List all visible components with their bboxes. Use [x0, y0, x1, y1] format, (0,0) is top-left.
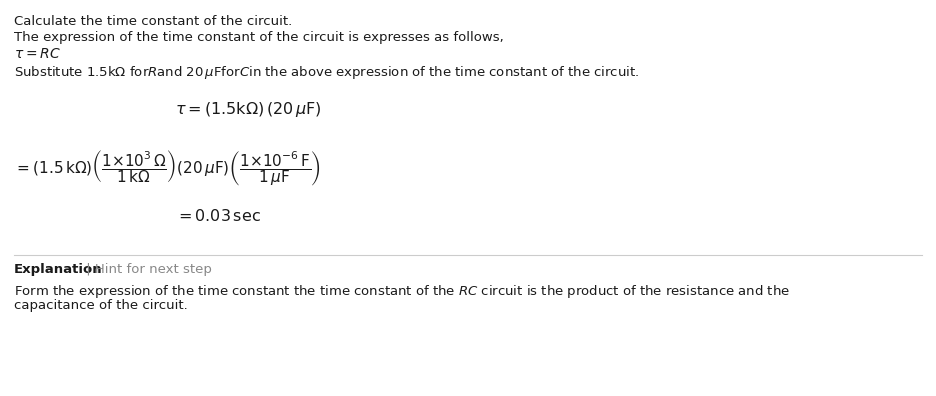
Text: Form the expression of the time constant the time constant of the $RC$ circuit i: Form the expression of the time constant… — [14, 283, 790, 300]
Text: $= (1.5\,\mathrm{k}\Omega)\left(\dfrac{1{\times}10^{3}\,\Omega}{1\,\mathrm{k}\Om: $= (1.5\,\mathrm{k}\Omega)\left(\dfrac{1… — [14, 148, 321, 188]
Text: The expression of the time constant of the circuit is expresses as follows,: The expression of the time constant of t… — [14, 31, 504, 44]
Text: capacitance of the circuit.: capacitance of the circuit. — [14, 299, 188, 312]
Text: $= 0.03\,\mathrm{sec}$: $= 0.03\,\mathrm{sec}$ — [175, 208, 261, 224]
Text: $\tau = (1.5\mathrm{k}\Omega)\,(20\,\mu\mathrm{F})$: $\tau = (1.5\mathrm{k}\Omega)\,(20\,\mu\… — [175, 100, 322, 119]
Text: Explanation: Explanation — [14, 263, 103, 276]
Text: $\tau = RC$: $\tau = RC$ — [14, 47, 61, 61]
Text: | Hint for next step: | Hint for next step — [82, 263, 212, 276]
Text: Substitute $1.5\mathrm{k}\Omega$ for$R$and $20\,\mu\mathrm{F}$for$C$in the above: Substitute $1.5\mathrm{k}\Omega$ for$R$a… — [14, 64, 639, 81]
Text: Calculate the time constant of the circuit.: Calculate the time constant of the circu… — [14, 15, 292, 28]
